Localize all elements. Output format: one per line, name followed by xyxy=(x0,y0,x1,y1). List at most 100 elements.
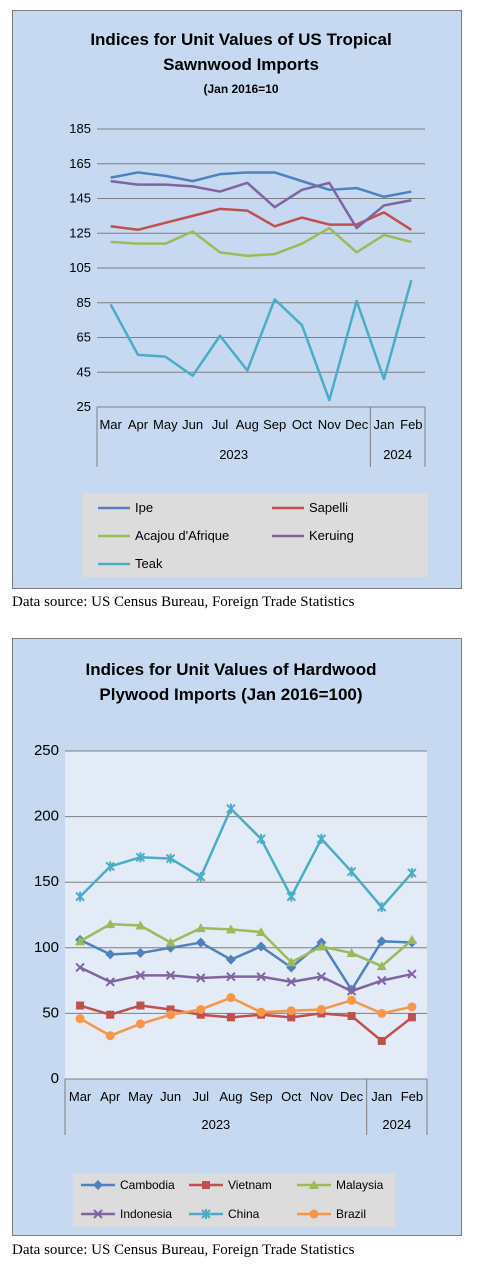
plywood-x-tick-label: Sep xyxy=(250,1089,273,1104)
plywood-plot-area xyxy=(65,751,427,1079)
plywood-legend-label: China xyxy=(228,1207,260,1221)
plywood-data-point xyxy=(75,891,85,902)
plywood-data-point xyxy=(166,1010,176,1020)
plywood-chart: Indices for Unit Values of Hardwood Plywo… xyxy=(34,660,428,1227)
plywood-data-point xyxy=(316,941,327,951)
sawnwood-year-label: 2024 xyxy=(383,447,412,462)
sawnwood-chart: Indices for Unit Values of US Tropical Sa… xyxy=(69,30,428,577)
sawnwood-legend xyxy=(82,493,428,577)
plywood-data-point xyxy=(196,871,206,882)
sawnwood-y-tick-label: 65 xyxy=(77,330,91,345)
sawnwood-x-tick-label: Nov xyxy=(318,417,342,432)
sawnwood-legend-label: Ipe xyxy=(135,500,153,515)
plywood-data-point xyxy=(407,868,417,879)
plywood-y-tick-label: 0 xyxy=(51,1070,59,1087)
plywood-data-point xyxy=(135,1019,145,1029)
plywood-x-tick-label: Nov xyxy=(310,1089,334,1104)
plywood-year-label: 2024 xyxy=(382,1117,411,1132)
plywood-legend-label: Cambodia xyxy=(120,1178,175,1192)
plywood-data-point xyxy=(286,1006,296,1016)
plywood-data-point xyxy=(226,971,236,982)
plywood-data-point xyxy=(256,971,266,982)
plywood-data-point xyxy=(256,927,267,937)
plywood-data-point xyxy=(377,1008,387,1018)
plywood-legend-marker xyxy=(202,1181,210,1189)
plywood-data-point xyxy=(316,833,327,844)
plywood-data-point xyxy=(105,977,115,987)
plywood-data-point xyxy=(165,853,176,864)
plywood-data-point xyxy=(407,1002,417,1012)
plywood-data-point xyxy=(75,936,86,946)
plywood-series-line-china xyxy=(79,807,413,909)
plywood-series-line-malaysia xyxy=(79,922,413,968)
plywood-data-source: Data source: US Census Bureau, Foreign T… xyxy=(12,1242,355,1258)
sawnwood-x-tick-label: Mar xyxy=(99,417,122,432)
sawnwood-legend-label: Teak xyxy=(135,556,163,571)
plywood-x-tick-label: Mar xyxy=(69,1089,92,1104)
plywood-data-point xyxy=(256,941,267,952)
plywood-y-tick-label: 150 xyxy=(34,873,59,890)
plywood-data-point xyxy=(286,962,297,973)
sawnwood-y-tick-label: 85 xyxy=(77,295,91,310)
sawnwood-series-line-acajou-d-afrique xyxy=(110,226,412,258)
sawnwood-y-tick-label: 185 xyxy=(69,121,91,136)
plywood-data-point xyxy=(316,1004,326,1014)
plywood-data-point xyxy=(377,1036,386,1045)
plywood-data-point xyxy=(105,949,116,960)
plywood-data-point xyxy=(165,970,176,981)
plywood-series-line-cambodia xyxy=(79,938,412,992)
sawnwood-data-source: Data source: US Census Bureau, Foreign T… xyxy=(12,594,355,610)
plywood-data-point xyxy=(225,924,236,934)
plywood-data-point xyxy=(196,1010,205,1019)
plywood-data-point xyxy=(135,920,146,930)
plywood-data-point xyxy=(407,1013,416,1022)
sawnwood-series-line-teak xyxy=(109,279,413,402)
plywood-series-line-indonesia xyxy=(79,966,413,993)
sawnwood-year-label: 2023 xyxy=(219,447,248,462)
plywood-data-point xyxy=(286,957,297,967)
plywood-legend-label: Malaysia xyxy=(336,1178,384,1192)
plywood-x-tick-label: Feb xyxy=(401,1089,423,1104)
sawnwood-title-line-1: Indices for Unit Values of US Tropical xyxy=(90,30,391,49)
plywood-data-point xyxy=(135,948,146,959)
plywood-data-point xyxy=(135,852,146,863)
sawnwood-x-tick-label: May xyxy=(153,417,178,432)
plywood-legend-label: Brazil xyxy=(336,1207,366,1221)
plywood-x-tick-label: Jun xyxy=(160,1089,181,1104)
plywood-data-point xyxy=(106,1010,115,1019)
plywood-title-line-1: Indices for Unit Values of Hardwood xyxy=(86,660,377,679)
plywood-data-point xyxy=(166,1005,175,1014)
plywood-data-point xyxy=(76,1001,85,1010)
sawnwood-chart-panel: Indices for Unit Values of US Tropical Sa… xyxy=(12,10,462,589)
plywood-y-tick-label: 200 xyxy=(34,808,59,825)
plywood-data-point xyxy=(135,970,146,981)
plywood-legend-label: Vietnam xyxy=(228,1178,272,1192)
plywood-series-line-vietnam xyxy=(79,1004,413,1043)
plywood-data-point xyxy=(105,861,115,872)
plywood-data-point xyxy=(256,1007,266,1017)
sawnwood-x-tick-label: Sep xyxy=(263,417,286,432)
sawnwood-series-line-sapelli xyxy=(110,207,413,232)
sawnwood-x-tick-label: Aug xyxy=(236,417,259,432)
plywood-data-point xyxy=(75,1014,85,1024)
sawnwood-x-tick-label: Jul xyxy=(212,417,229,432)
sawnwood-y-tick-label: 165 xyxy=(69,156,91,171)
plywood-data-point xyxy=(377,975,387,986)
plywood-x-tick-label: Apr xyxy=(100,1089,121,1104)
sawnwood-title-line-2: Sawnwood Imports xyxy=(163,55,319,74)
plywood-data-point xyxy=(376,936,387,947)
plywood-data-point xyxy=(406,934,417,944)
sawnwood-x-tick-label: Feb xyxy=(400,417,422,432)
plywood-data-point xyxy=(226,993,236,1003)
plywood-data-point xyxy=(196,1004,206,1014)
plywood-legend-marker xyxy=(309,1180,319,1189)
plywood-legend-marker xyxy=(93,1180,103,1190)
plywood-data-point xyxy=(195,923,206,933)
plywood-data-point xyxy=(195,937,206,948)
plywood-y-tick-label: 250 xyxy=(34,742,59,759)
plywood-series-line-brazil xyxy=(79,996,413,1037)
plywood-data-point xyxy=(287,1013,296,1022)
plywood-title-line-2: Plywood Imports (Jan 2016=100) xyxy=(99,685,362,704)
plywood-legend xyxy=(73,1173,395,1227)
plywood-data-point xyxy=(286,891,296,902)
